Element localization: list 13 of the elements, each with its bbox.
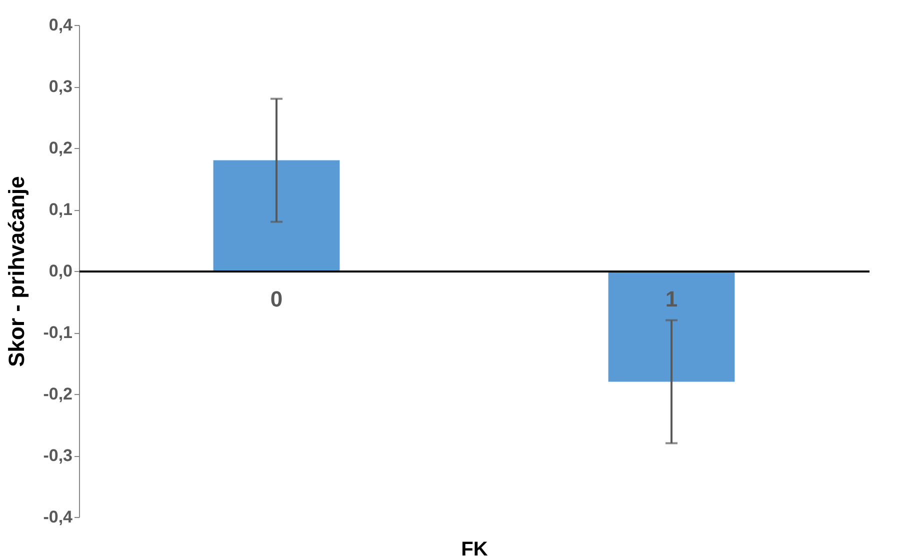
y-tick-label: -0,2 xyxy=(43,384,72,404)
y-tick-label: -0,3 xyxy=(43,446,72,465)
y-tick-label: 0,4 xyxy=(48,16,74,34)
y-tick-label: 0,1 xyxy=(48,200,72,219)
y-axis-title: Skor - prihvaćanje xyxy=(4,176,30,367)
y-tick-label: 0,3 xyxy=(48,77,72,96)
y-tick-label: 0,2 xyxy=(48,138,72,158)
y-tick-label: -0,4 xyxy=(43,508,74,526)
x-tick-label: 0 xyxy=(270,286,283,312)
x-tick-label: 1 xyxy=(665,286,678,312)
x-axis-title: FK xyxy=(461,538,488,559)
y-tick-label: -0,1 xyxy=(43,323,72,342)
y-tick-label: 0,0 xyxy=(48,262,72,280)
